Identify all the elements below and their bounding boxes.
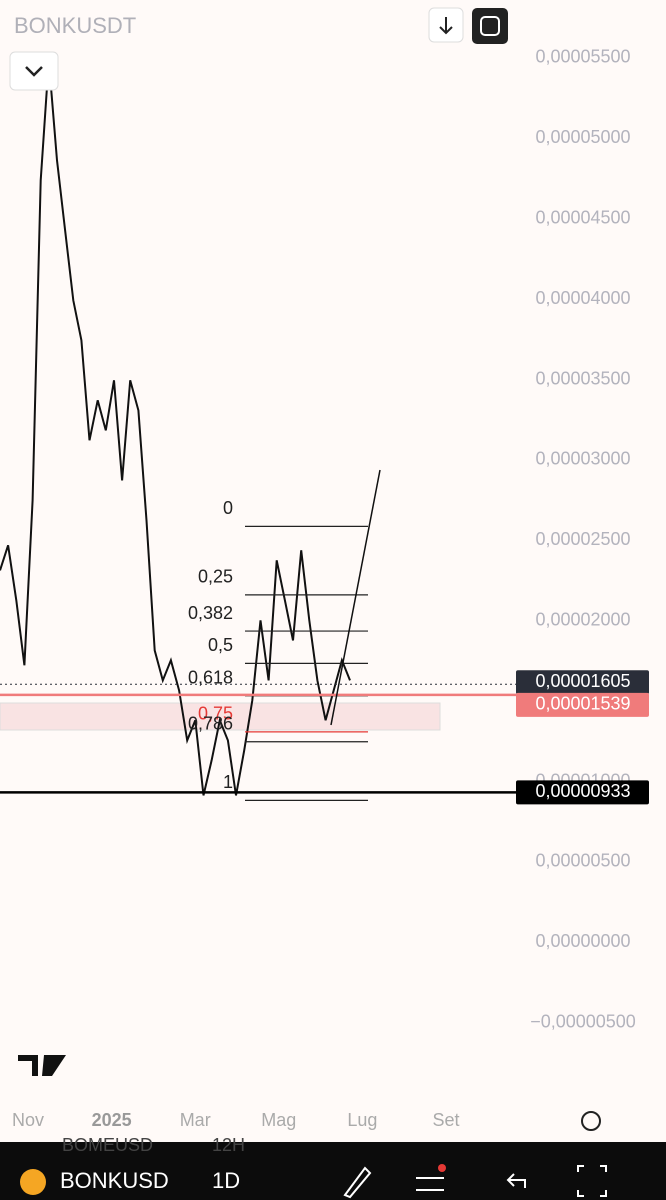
x-tick-label: Set — [432, 1110, 459, 1130]
price-badge — [516, 692, 649, 717]
tv-logo — [18, 1055, 66, 1076]
x-tick-label: Mar — [180, 1110, 211, 1130]
fullscreen-icon-2[interactable] — [577, 1165, 607, 1197]
price-badge — [516, 780, 649, 805]
ghost-symbol: BOMEUSD — [62, 1135, 153, 1155]
price-label: 0,00000933 — [535, 781, 630, 801]
fib-label: 0,75 — [198, 704, 233, 724]
collapse-button[interactable] — [9, 51, 59, 91]
arrow-icon — [439, 17, 453, 35]
undo-icon[interactable] — [506, 1173, 526, 1188]
fib-label: 0 — [223, 498, 233, 518]
y-tick-label: 0,00000500 — [535, 851, 630, 871]
fib-label: 0,786 — [188, 714, 233, 734]
fib-label: 0,618 — [188, 667, 233, 687]
x-tick-label: Lug — [347, 1110, 377, 1130]
y-tick-label: 0,00005500 — [535, 47, 630, 67]
projection-line — [330, 469, 381, 726]
x-tick-label: Nov — [12, 1110, 44, 1130]
price-line — [0, 60, 351, 796]
y-tick-label: 0,00004500 — [535, 207, 630, 227]
bottom-interval[interactable]: 1D — [212, 1168, 240, 1193]
y-tick-label: 0,00003500 — [535, 368, 630, 388]
y-tick-label: 0,00005000 — [535, 127, 630, 147]
fib-label: 0,25 — [198, 567, 233, 587]
fullscreen-icon — [480, 16, 500, 36]
symbol-title: BONKUSDT — [14, 13, 136, 38]
fullscreen-button[interactable] — [472, 8, 508, 44]
settings-icon[interactable] — [581, 1111, 601, 1131]
x-tick-label: 2025 — [92, 1110, 132, 1130]
notification-dot — [438, 1164, 446, 1172]
y-tick-label: 0,00003000 — [535, 449, 630, 469]
price-label: 0,00001605 — [535, 671, 630, 691]
fib-label: 0,382 — [188, 603, 233, 623]
zone — [0, 702, 441, 731]
ghost-interval: 12H — [212, 1135, 245, 1155]
y-tick-label: −0,00000500 — [530, 1012, 636, 1032]
x-tick-label: Mag — [261, 1110, 296, 1130]
indicators-icon[interactable] — [416, 1177, 444, 1191]
y-tick-label: 0,00002500 — [535, 529, 630, 549]
draw-icon[interactable] — [343, 1166, 372, 1199]
chevron-icon — [25, 66, 43, 77]
bottom-bar — [0, 1142, 666, 1200]
y-tick-label: 0,00004000 — [535, 288, 630, 308]
bottom-symbol[interactable]: BONKUSD — [60, 1168, 169, 1193]
coin-icon — [20, 1169, 46, 1195]
price-label: 0,00001539 — [535, 694, 630, 714]
y-tick-label: 0,00000000 — [535, 931, 630, 951]
fib-label: 0,5 — [208, 635, 233, 655]
y-tick-label: 0,00002000 — [535, 610, 630, 630]
fade — [185, 1160, 215, 1200]
fib-label: 1 — [223, 772, 233, 792]
price-badge — [516, 670, 649, 695]
